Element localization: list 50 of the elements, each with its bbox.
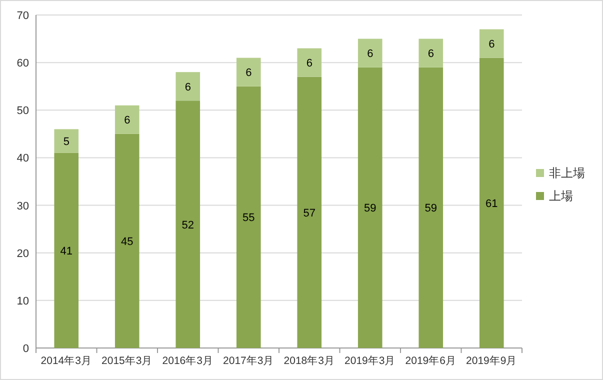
bar: [114, 105, 140, 134]
legend-label: 非上場: [549, 166, 585, 180]
bar: [418, 38, 444, 68]
bar: [236, 86, 261, 348]
x-tick-label: 2017年3月: [223, 355, 274, 367]
bar: [479, 58, 504, 348]
x-tick-label: 2019年6月: [405, 355, 456, 367]
data-label: 59: [364, 202, 376, 215]
data-label: 57: [303, 207, 316, 220]
y-tick-label: 10: [16, 295, 29, 308]
x-tick-label: 2019年9月: [466, 355, 518, 367]
data-label: 6: [124, 114, 130, 127]
data-label: 6: [246, 67, 252, 80]
bar: [297, 48, 322, 77]
bar: [176, 72, 200, 101]
data-label: 61: [486, 198, 498, 210]
y-tick-label: 50: [16, 105, 29, 118]
x-tick-label: 2014年3月: [40, 355, 92, 367]
data-label: 55: [242, 212, 255, 224]
data-label: 52: [182, 219, 194, 232]
x-tick-label: 2018年3月: [284, 355, 335, 367]
bar: [54, 129, 79, 153]
bar: [176, 100, 200, 348]
x-tick-label: 2016年3月: [162, 355, 214, 367]
bar: [54, 152, 79, 348]
data-label: 6: [428, 48, 434, 60]
bar: [236, 58, 261, 86]
y-tick-label: 20: [16, 248, 29, 260]
y-tick-label: 70: [16, 10, 29, 22]
y-tick-label: 60: [16, 58, 29, 70]
bar: [358, 38, 382, 68]
y-tick-label: 30: [16, 200, 29, 212]
x-tick-label: 2015年3月: [102, 355, 153, 367]
y-tick-label: 40: [16, 152, 29, 165]
legend-label: 上場: [549, 189, 573, 203]
data-label: 5: [63, 136, 70, 148]
data-label: 6: [306, 58, 312, 70]
bar: [297, 76, 322, 348]
data-label: 45: [121, 236, 134, 248]
x-tick-label: 2019年3月: [344, 355, 396, 367]
data-label: 59: [424, 202, 437, 215]
bar: [418, 67, 444, 348]
bar: [358, 67, 382, 348]
data-label: 6: [488, 38, 495, 51]
data-label: 6: [367, 48, 374, 60]
data-label: 6: [184, 81, 191, 94]
bar: [114, 134, 140, 348]
y-tick-label: 0: [22, 343, 29, 355]
data-label: 41: [60, 245, 72, 258]
bar: [479, 29, 504, 58]
